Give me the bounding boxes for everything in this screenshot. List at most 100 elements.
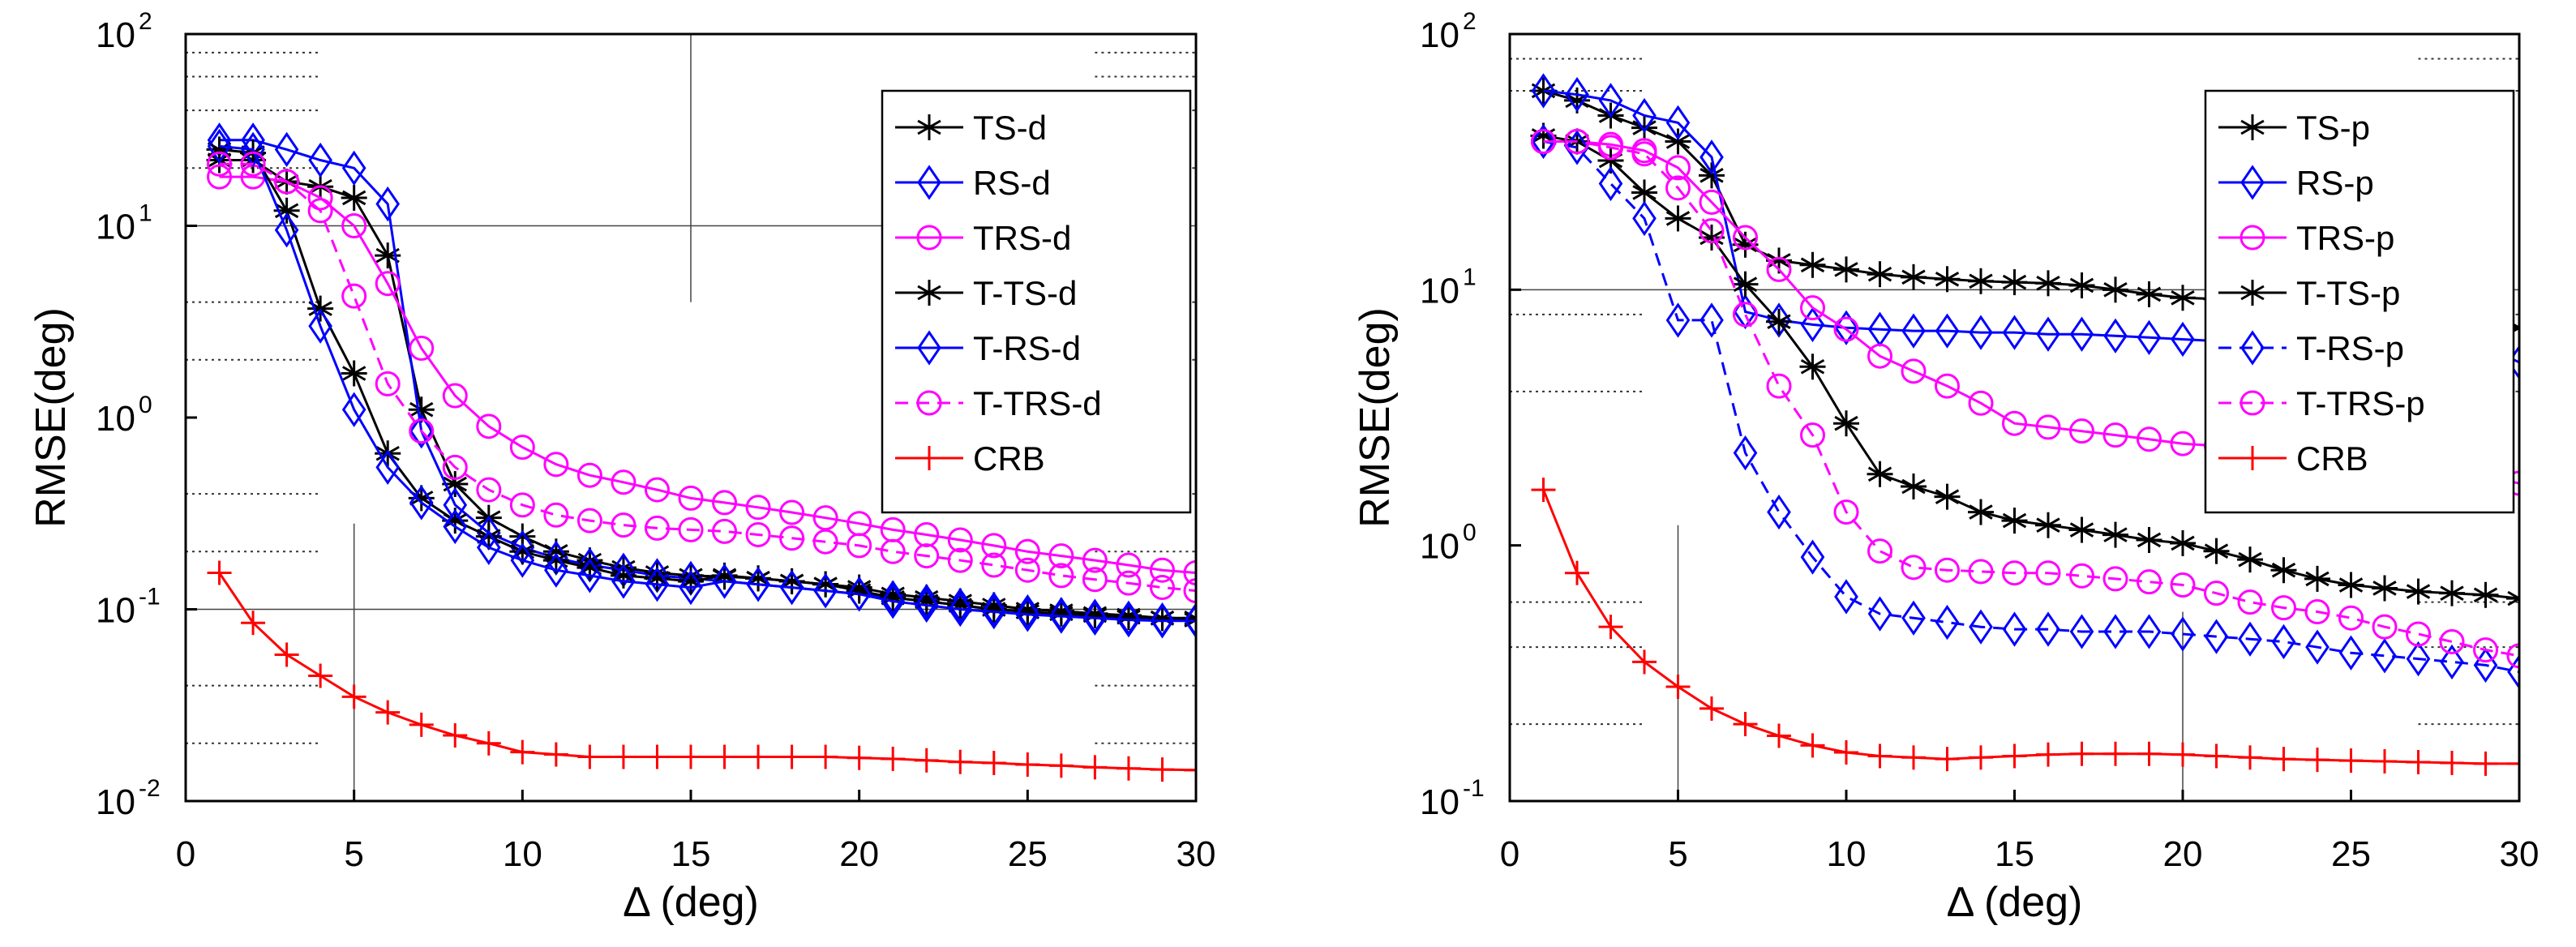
data-point-T-RS-p-24 bbox=[2305, 629, 2330, 665]
data-point-T-TS-p-14 bbox=[1968, 499, 1994, 525]
data-point-T-TRS-d-26 bbox=[1048, 563, 1074, 589]
data-point-CRB-17 bbox=[746, 744, 771, 769]
data-point-CRB-1 bbox=[207, 560, 232, 585]
data-point-TS-p-20 bbox=[2170, 285, 2196, 311]
data-point-CRB-19 bbox=[2137, 741, 2162, 766]
data-point-T-RS-p-28 bbox=[2440, 644, 2464, 680]
data-point-CRB-9 bbox=[476, 731, 501, 756]
data-point-T-TRS-p-8 bbox=[1766, 373, 1792, 399]
data-point-T-RS-p-19 bbox=[2137, 614, 2162, 649]
data-point-T-TS-p-26 bbox=[2372, 575, 2398, 602]
data-point-T-TRS-d-20 bbox=[847, 533, 872, 559]
data-point-T-RS-d-27 bbox=[1082, 600, 1108, 636]
data-point-T-RS-d-4 bbox=[308, 308, 332, 344]
data-point-T-RS-p-16 bbox=[2036, 611, 2060, 647]
data-point-CRB-11 bbox=[543, 742, 568, 767]
data-point-TRS-d-9 bbox=[476, 414, 502, 439]
data-point-T-RS-d-30 bbox=[1184, 603, 1196, 639]
data-point-T-RS-p-1 bbox=[1531, 123, 1556, 160]
data-point-T-RS-d-25 bbox=[1015, 597, 1040, 632]
data-point-TRS-d-5 bbox=[341, 213, 367, 238]
data-point-T-TRS-p-22 bbox=[2237, 589, 2263, 615]
data-point-TRS-d-25 bbox=[1014, 538, 1040, 564]
data-point-T-TS-p-17 bbox=[2068, 516, 2095, 543]
series-layer bbox=[206, 122, 1196, 782]
legend-marker-TRS-d bbox=[916, 225, 942, 251]
data-point-CRB-30 bbox=[1184, 757, 1196, 782]
data-point-CRB-4 bbox=[308, 663, 333, 688]
data-point-T-TRS-d-25 bbox=[1014, 557, 1040, 583]
data-point-T-TS-p-25 bbox=[2338, 572, 2364, 598]
data-point-T-TRS-d-8 bbox=[442, 454, 468, 480]
legend-marker-CRB bbox=[2240, 446, 2265, 470]
data-point-CRB-28 bbox=[2440, 750, 2464, 775]
data-point-T-TRS-d-24 bbox=[981, 552, 1007, 578]
data-point-T-RS-d-16 bbox=[712, 563, 737, 599]
y-tick-label: 10 bbox=[96, 591, 135, 631]
data-point-T-TS-p-24 bbox=[2304, 565, 2330, 592]
legend: TS-p RS-p TRS-p T-TS-p T-RS-p T-TRS-p CRB bbox=[2204, 89, 2515, 514]
legend-marker-T-TRS-p bbox=[2240, 390, 2265, 416]
data-point-T-TRS-d-14 bbox=[644, 515, 670, 541]
data-point-TRS-p-16 bbox=[2035, 414, 2061, 440]
legend-label: CRB bbox=[2296, 439, 2368, 478]
data-point-CRB-14 bbox=[1969, 745, 1993, 770]
series-CRB bbox=[1531, 478, 2519, 776]
data-point-RS-p-4 bbox=[1632, 97, 1657, 134]
x-tick-label: 30 bbox=[1177, 834, 1216, 874]
data-point-T-TRS-d-27 bbox=[1082, 567, 1108, 593]
legend-marker-T-TS-d bbox=[916, 280, 942, 306]
data-point-T-TRS-p-9 bbox=[1800, 422, 1825, 448]
y-axis-label: RMSE(deg) bbox=[1352, 307, 1399, 528]
data-point-T-TRS-d-10 bbox=[509, 492, 535, 518]
data-point-TS-d-7 bbox=[408, 396, 435, 423]
data-point-CRB-6 bbox=[375, 700, 401, 725]
y-tick-label: 10 bbox=[1420, 527, 1459, 567]
data-point-CRB-5 bbox=[341, 684, 366, 709]
data-point-TRS-d-28 bbox=[1116, 552, 1142, 578]
data-point-CRB-14 bbox=[645, 744, 670, 769]
data-point-T-RS-p-18 bbox=[2103, 614, 2128, 649]
data-point-TS-p-17 bbox=[2068, 272, 2095, 298]
data-point-TRS-d-6 bbox=[375, 271, 401, 297]
data-point-T-TRS-p-14 bbox=[1968, 559, 1994, 585]
data-point-T-TS-p-28 bbox=[2439, 580, 2465, 606]
x-tick-label: 30 bbox=[2500, 834, 2540, 874]
data-point-T-TRS-p-17 bbox=[2069, 563, 2094, 589]
data-point-T-TRS-p-12 bbox=[1901, 555, 1927, 581]
x-tick-label: 15 bbox=[1995, 834, 2034, 874]
data-point-CRB-27 bbox=[1082, 755, 1108, 780]
data-point-TRS-p-5 bbox=[1665, 155, 1691, 181]
x-tick-label: 20 bbox=[839, 834, 879, 874]
legend-label: T-TRS-d bbox=[973, 384, 1102, 422]
data-point-T-TS-p-19 bbox=[2136, 526, 2162, 553]
data-point-TRS-p-11 bbox=[1867, 343, 1892, 369]
data-point-T-TRS-p-15 bbox=[2002, 560, 2027, 586]
data-point-CRB-3 bbox=[274, 642, 299, 667]
y-tick-exponent: 0 bbox=[139, 392, 152, 418]
data-point-CRB-6 bbox=[1699, 696, 1724, 721]
data-point-T-TRS-d-15 bbox=[678, 516, 704, 542]
data-point-T-RS-p-7 bbox=[1733, 435, 1758, 471]
data-point-T-TRS-d-4 bbox=[307, 198, 333, 224]
data-point-CRB-26 bbox=[1048, 753, 1074, 778]
data-point-CRB-20 bbox=[847, 745, 872, 770]
data-point-T-TRS-d-30 bbox=[1183, 578, 1196, 604]
data-point-TRS-p-18 bbox=[2102, 422, 2128, 448]
data-point-T-TRS-p-20 bbox=[2170, 572, 2196, 598]
data-point-T-RS-d-5 bbox=[341, 392, 366, 427]
data-point-CRB-25 bbox=[1015, 752, 1040, 777]
data-point-T-TRS-d-19 bbox=[812, 529, 838, 555]
data-point-CRB-29 bbox=[1150, 757, 1175, 782]
data-point-CRB-20 bbox=[2171, 742, 2195, 767]
legend-label: CRB bbox=[973, 439, 1045, 478]
data-point-TS-p-6 bbox=[1699, 162, 1725, 189]
legend-label: RS-d bbox=[973, 164, 1051, 202]
data-point-TRS-p-6 bbox=[1699, 189, 1725, 215]
data-point-CRB-25 bbox=[2338, 748, 2364, 773]
data-point-TS-p-13 bbox=[1934, 266, 1961, 293]
x-tick-label: 20 bbox=[2163, 834, 2203, 874]
data-point-CRB-18 bbox=[779, 744, 804, 769]
